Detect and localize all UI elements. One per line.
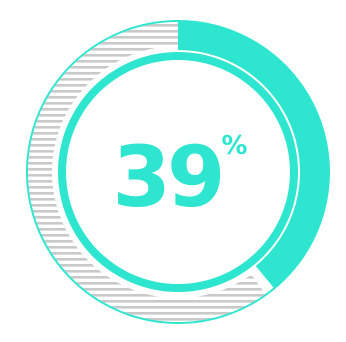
value-arc-slice (178, 21, 329, 289)
donut-center-hole (66, 60, 290, 284)
remaining-arc-slice (28, 22, 266, 322)
